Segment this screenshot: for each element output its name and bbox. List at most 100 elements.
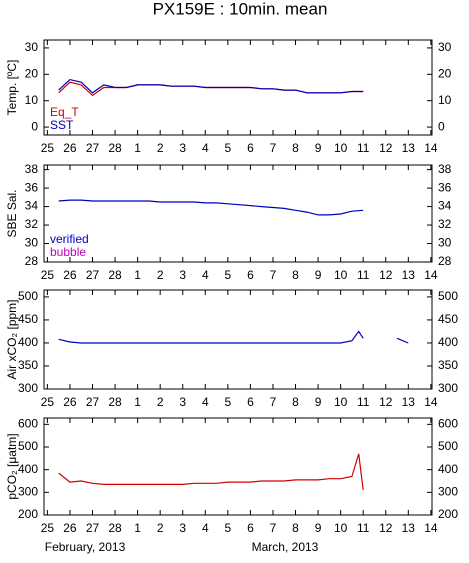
x-tick-label: 1	[134, 268, 141, 282]
data-line	[58, 199, 364, 216]
legend-entry: verified	[50, 232, 89, 246]
x-tick-label: 9	[315, 268, 322, 282]
y-tick-label: 500	[438, 289, 458, 303]
x-tick-label: 6	[247, 395, 254, 409]
y-tick-label: 500	[18, 439, 38, 453]
x-tick-label: 28	[108, 521, 122, 535]
x-tick-label: 3	[179, 268, 186, 282]
plot-frame	[43, 39, 433, 136]
y-tick-label: 32	[25, 217, 39, 231]
legend-entry: SST	[50, 118, 74, 132]
x-tick-label: 3	[179, 141, 186, 155]
x-tick-label: 2	[157, 521, 164, 535]
y-axis-label: pCO₂ [μatm]	[5, 433, 19, 499]
y-tick-label: 0	[438, 119, 445, 133]
x-tick-label: 12	[379, 268, 393, 282]
x-tick-label: 8	[292, 141, 299, 155]
x-tick-label: 9	[315, 395, 322, 409]
x-tick-label: 27	[86, 268, 100, 282]
x-tick-label: 6	[247, 141, 254, 155]
x-tick-label: 1	[134, 521, 141, 535]
y-tick-label: 30	[438, 236, 452, 250]
y-tick-label: 450	[18, 312, 38, 326]
y-axis-label: Temp. [ºC]	[5, 60, 19, 116]
x-tick-label: 9	[315, 141, 322, 155]
y-tick-label: 28	[25, 254, 39, 268]
x-tick-label: 5	[225, 521, 232, 535]
x-tick-label: 2	[157, 268, 164, 282]
y-tick-label: 600	[18, 417, 38, 431]
x-tick-label: 12	[379, 521, 393, 535]
x-tick-label: 25	[41, 141, 55, 155]
y-tick-label: 400	[18, 335, 38, 349]
x-tick-label: 27	[86, 521, 100, 535]
y-tick-label: 32	[438, 217, 452, 231]
x-tick-label: 7	[270, 268, 277, 282]
x-tick-label: 13	[402, 395, 416, 409]
x-tick-label: 2	[157, 141, 164, 155]
x-tick-label: 11	[357, 141, 370, 155]
x-tick-label: 12	[379, 141, 393, 155]
x-tick-label: 8	[292, 395, 299, 409]
legend-entry: bubble	[50, 245, 86, 259]
y-tick-label: 34	[25, 199, 39, 213]
x-tick-label: 26	[63, 521, 77, 535]
y-tick-label: 38	[438, 162, 452, 176]
x-tick-label: 26	[63, 268, 77, 282]
x-tick-label: 5	[225, 395, 232, 409]
y-tick-label: 36	[25, 180, 39, 194]
data-line	[58, 78, 364, 94]
y-tick-label: 38	[25, 162, 39, 176]
y-tick-label: 10	[25, 93, 39, 107]
y-tick-label: 30	[438, 40, 452, 54]
x-tick-label: 7	[270, 141, 277, 155]
y-tick-label: 350	[18, 358, 38, 372]
y-tick-label: 400	[438, 462, 458, 476]
chart-title: PX159E : 10min. mean	[153, 0, 328, 18]
month-label: March, 2013	[252, 540, 319, 554]
x-tick-label: 4	[202, 395, 209, 409]
x-tick-label: 26	[63, 141, 77, 155]
x-tick-label: 4	[202, 141, 209, 155]
x-tick-label: 11	[357, 521, 370, 535]
x-tick-label: 4	[202, 268, 209, 282]
x-tick-label: 6	[247, 268, 254, 282]
x-tick-label: 14	[424, 141, 438, 155]
y-tick-label: 400	[18, 462, 38, 476]
data-line	[58, 81, 364, 97]
x-tick-label: 1	[134, 395, 141, 409]
x-tick-label: 3	[179, 395, 186, 409]
y-tick-label: 20	[438, 66, 452, 80]
y-tick-label: 300	[438, 485, 458, 499]
x-tick-label: 25	[41, 521, 55, 535]
x-tick-label: 10	[334, 268, 348, 282]
y-axis-label: Air xCO₂ [ppm]	[5, 299, 19, 379]
x-tick-label: 4	[202, 521, 209, 535]
y-tick-label: 450	[438, 312, 458, 326]
x-tick-label: 28	[108, 268, 122, 282]
y-tick-label: 500	[438, 439, 458, 453]
y-tick-label: 350	[438, 358, 458, 372]
x-tick-label: 10	[334, 521, 348, 535]
y-tick-label: 36	[438, 180, 452, 194]
data-line	[58, 330, 409, 344]
x-tick-label: 13	[402, 141, 416, 155]
y-tick-label: 0	[31, 119, 38, 133]
data-line	[58, 453, 364, 491]
y-tick-label: 30	[25, 40, 39, 54]
y-tick-label: 300	[18, 381, 38, 395]
plot-frame	[43, 289, 433, 390]
x-tick-label: 14	[424, 395, 438, 409]
x-tick-label: 5	[225, 141, 232, 155]
x-tick-label: 7	[270, 395, 277, 409]
y-tick-label: 20	[25, 66, 39, 80]
x-tick-label: 13	[402, 521, 416, 535]
x-tick-label: 11	[357, 268, 370, 282]
x-tick-label: 10	[334, 141, 348, 155]
x-tick-label: 13	[402, 268, 416, 282]
y-tick-label: 500	[18, 289, 38, 303]
y-tick-label: 400	[438, 335, 458, 349]
x-tick-label: 5	[225, 268, 232, 282]
x-tick-label: 26	[63, 395, 77, 409]
x-tick-label: 10	[334, 395, 348, 409]
